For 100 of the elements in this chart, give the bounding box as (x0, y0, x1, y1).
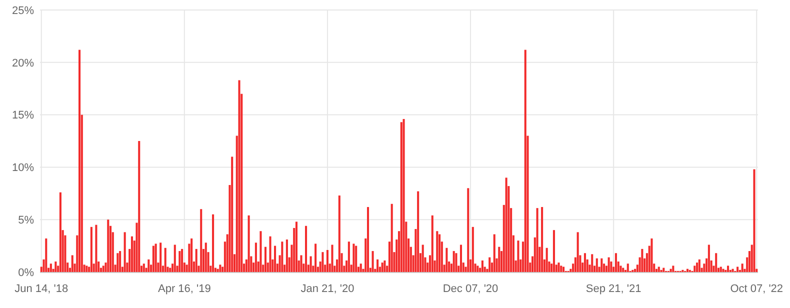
bar (452, 251, 455, 272)
x-tick-label: Oct 07, '22 (730, 283, 784, 295)
bar (219, 264, 222, 272)
bar (90, 226, 92, 272)
bar (338, 195, 340, 272)
bar (264, 246, 266, 272)
bar (295, 222, 298, 272)
bar (190, 238, 193, 272)
bar (476, 266, 479, 272)
bar (305, 226, 308, 272)
bar (366, 207, 370, 272)
bar (658, 266, 660, 272)
bar (696, 262, 698, 272)
bar (124, 232, 126, 272)
y-tick-label: 25% (12, 4, 34, 17)
bar (455, 253, 458, 272)
bar (498, 246, 500, 272)
bar (614, 253, 617, 272)
bar (102, 266, 104, 272)
bar (402, 118, 405, 272)
bar (231, 156, 234, 272)
y-tick-label: 10% (12, 162, 34, 174)
bar (560, 266, 562, 272)
bar (116, 253, 119, 272)
bar (178, 251, 181, 272)
bar (95, 224, 98, 272)
x-tick-label: Jun 14, '18 (14, 283, 68, 295)
bar (517, 240, 520, 272)
bar (650, 238, 653, 272)
bar (524, 50, 526, 272)
bar (541, 207, 544, 272)
bar (626, 264, 629, 272)
bar (281, 242, 284, 272)
bar (160, 242, 162, 272)
bar (576, 232, 579, 272)
x-tick-label: Dec 07, '20 (442, 283, 498, 295)
bar (274, 246, 276, 272)
y-tick-label: 0% (18, 266, 34, 279)
bar (169, 268, 172, 272)
bar (352, 244, 355, 272)
bar (260, 231, 262, 272)
bar (722, 268, 724, 272)
bar (148, 259, 150, 272)
bar (50, 264, 52, 272)
bar (269, 236, 272, 272)
bar (608, 257, 610, 272)
bar (481, 260, 484, 272)
bar (181, 248, 184, 272)
y-tick-label: 15% (12, 110, 34, 122)
bar (662, 268, 665, 272)
bar (86, 266, 88, 272)
bar (467, 188, 470, 272)
bar (216, 268, 219, 272)
bar (326, 250, 328, 272)
bar (422, 244, 424, 272)
bar (727, 266, 730, 272)
x-tick-label: Jan 21, '20 (300, 283, 354, 295)
bar (472, 226, 474, 272)
bar (720, 266, 722, 272)
bar (741, 264, 744, 272)
bar (438, 234, 441, 272)
bar (164, 248, 166, 272)
bar (376, 259, 379, 272)
bar (138, 141, 140, 272)
bar (460, 244, 462, 272)
bar (107, 220, 110, 272)
bar (59, 192, 62, 272)
y-tick-label: 5% (18, 214, 34, 226)
bar (119, 251, 122, 272)
bar (536, 208, 538, 272)
bar (698, 259, 700, 272)
bar (708, 244, 710, 272)
bar (204, 242, 207, 272)
bar (732, 268, 734, 272)
bar (493, 234, 496, 272)
bar (436, 231, 438, 272)
bar (54, 262, 57, 272)
bar (310, 256, 312, 272)
bar (670, 268, 672, 272)
bar (78, 50, 81, 272)
bar (142, 264, 145, 272)
bar (71, 255, 74, 272)
bar (610, 262, 612, 272)
bar (45, 238, 48, 272)
bar (552, 230, 555, 272)
bar (200, 209, 202, 272)
bar (736, 266, 739, 272)
bar (546, 248, 548, 272)
bar (322, 252, 324, 272)
bar (384, 260, 386, 272)
bar (174, 244, 176, 272)
bar (381, 262, 384, 272)
bar (355, 246, 358, 272)
bar (505, 178, 508, 272)
bar (400, 122, 402, 272)
x-tick-label: Sep 21, '21 (586, 283, 642, 295)
bar (372, 251, 374, 272)
bar (390, 204, 393, 272)
bar (154, 244, 157, 272)
bar (300, 255, 302, 272)
